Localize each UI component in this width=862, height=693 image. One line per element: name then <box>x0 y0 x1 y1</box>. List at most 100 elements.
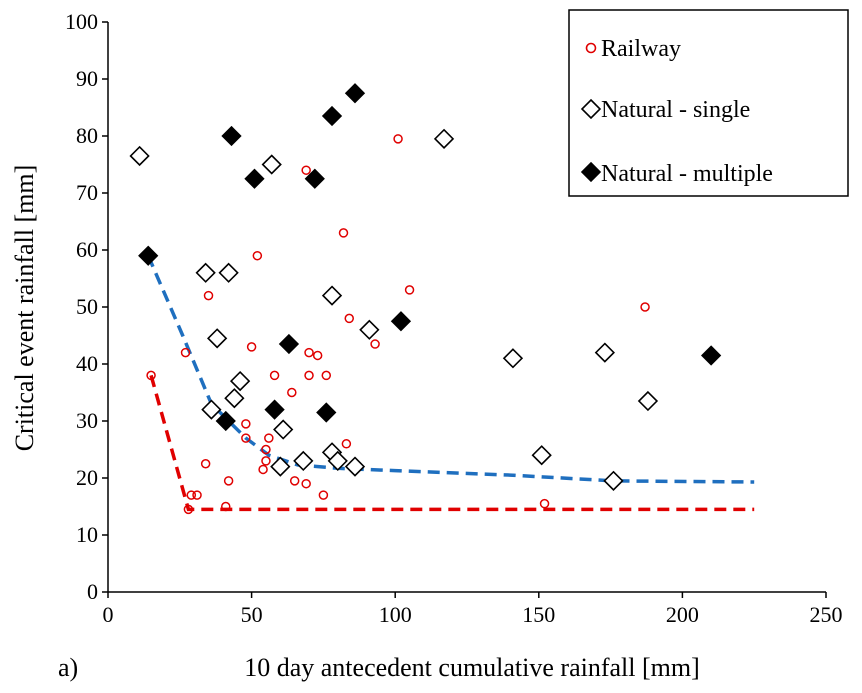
point-natural-multiple <box>264 399 285 420</box>
point-natural-single <box>224 388 245 409</box>
point-railway <box>246 342 257 352</box>
point-railway <box>539 498 550 509</box>
point-railway <box>344 313 354 324</box>
x-tick-label: 100 <box>379 602 412 627</box>
point-railway <box>186 490 197 500</box>
x-tick-label: 150 <box>522 602 555 627</box>
threshold-line-1 <box>146 255 755 484</box>
point-railway <box>341 439 352 449</box>
point-natural-single <box>531 445 552 466</box>
point-natural-single <box>218 262 239 283</box>
y-tick-label: 40 <box>76 351 98 376</box>
y-tick-label: 50 <box>76 294 98 319</box>
y-tick-label: 30 <box>76 408 98 433</box>
point-railway <box>393 134 403 144</box>
y-tick-label: 100 <box>65 9 98 34</box>
point-natural-multiple <box>221 125 242 147</box>
point-railway <box>241 419 251 429</box>
data-points <box>129 83 722 515</box>
point-railway <box>370 339 380 349</box>
point-natural-multiple <box>344 83 366 104</box>
x-tick-label: 50 <box>241 602 263 627</box>
point-natural-single <box>359 319 380 340</box>
point-railway <box>318 490 329 500</box>
point-natural-single <box>594 342 615 363</box>
point-natural-single <box>270 456 291 477</box>
point-railway <box>304 347 314 358</box>
point-railway <box>180 347 191 358</box>
legend-label-natural-multiple: Natural - multiple <box>601 161 773 187</box>
point-railway <box>241 433 251 443</box>
point-railway <box>304 370 314 381</box>
point-railway <box>252 250 263 261</box>
point-natural-single <box>195 262 216 283</box>
point-railway <box>200 459 211 469</box>
legend: Railway Natural - single Natural - multi… <box>568 9 849 197</box>
point-natural-single <box>321 285 343 306</box>
x-axis-title: 10 day antecedent cumulative rainfall [m… <box>244 653 700 682</box>
point-natural-multiple <box>278 333 300 355</box>
tick-labels: 0 50 100 150 200 250 0 10 20 30 40 50 60 70 80 90 100 <box>65 9 843 627</box>
point-railway <box>289 476 300 486</box>
point-natural-single <box>129 145 150 167</box>
y-tick-label: 10 <box>76 522 98 547</box>
point-railway <box>338 228 349 238</box>
point-natural-multiple <box>304 168 325 189</box>
y-tick-label: 90 <box>76 66 98 91</box>
point-railway <box>269 370 280 381</box>
point-natural-single <box>229 370 251 392</box>
point-natural-single <box>273 419 294 440</box>
point-natural-single <box>502 348 524 369</box>
point-natural-multiple <box>244 168 265 189</box>
legend-item-natural-single: Natural - single <box>580 97 750 123</box>
point-natural-single <box>293 450 314 472</box>
point-railway <box>640 302 650 312</box>
y-tick-label: 80 <box>76 123 98 148</box>
threshold-line-2 <box>149 374 755 512</box>
point-natural-single <box>201 399 222 420</box>
x-tick-label: 200 <box>666 602 699 627</box>
point-natural-single <box>344 456 366 477</box>
point-railway <box>301 478 311 489</box>
point-railway <box>312 350 323 361</box>
point-natural-multiple <box>700 345 722 366</box>
axes <box>102 21 827 598</box>
legend-marker-railway <box>585 42 597 54</box>
point-natural-single <box>637 390 659 412</box>
point-natural-single <box>261 154 282 175</box>
point-natural-multiple <box>321 105 343 127</box>
point-natural-multiple <box>390 311 412 332</box>
legend-marker-natural-single <box>580 98 602 120</box>
legend-label-railway: Railway <box>601 36 681 62</box>
point-railway <box>203 290 214 301</box>
y-tick-label: 20 <box>76 465 98 490</box>
legend-label-natural-single: Natural - single <box>601 97 750 123</box>
point-railway <box>221 501 231 512</box>
y-tick-label: 60 <box>76 237 98 262</box>
y-tick-label: 70 <box>76 180 98 205</box>
panel-label: a) <box>58 653 78 682</box>
legend-frame <box>568 9 849 197</box>
point-railway <box>146 370 156 381</box>
point-railway <box>321 370 332 381</box>
x-tick-label: 0 <box>103 602 114 627</box>
point-natural-multiple <box>316 402 337 423</box>
point-natural-single <box>433 128 455 149</box>
point-railway <box>287 387 297 398</box>
y-tick-label: 0 <box>87 579 98 604</box>
point-railway <box>258 464 268 475</box>
point-natural-single <box>327 450 348 472</box>
point-railway <box>261 456 271 466</box>
x-tick-label: 250 <box>810 602 843 627</box>
legend-item-natural-multiple: Natural - multiple <box>580 161 773 187</box>
point-railway <box>264 433 274 443</box>
point-natural-single <box>207 328 228 349</box>
point-railway <box>223 476 234 486</box>
point-railway <box>301 165 311 175</box>
point-natural-multiple <box>215 410 236 432</box>
y-axis-title: Critical event rainfall [mm] <box>10 165 39 452</box>
legend-marker-natural-multiple <box>580 161 602 183</box>
point-railway <box>192 490 202 500</box>
point-natural-multiple <box>138 245 159 266</box>
